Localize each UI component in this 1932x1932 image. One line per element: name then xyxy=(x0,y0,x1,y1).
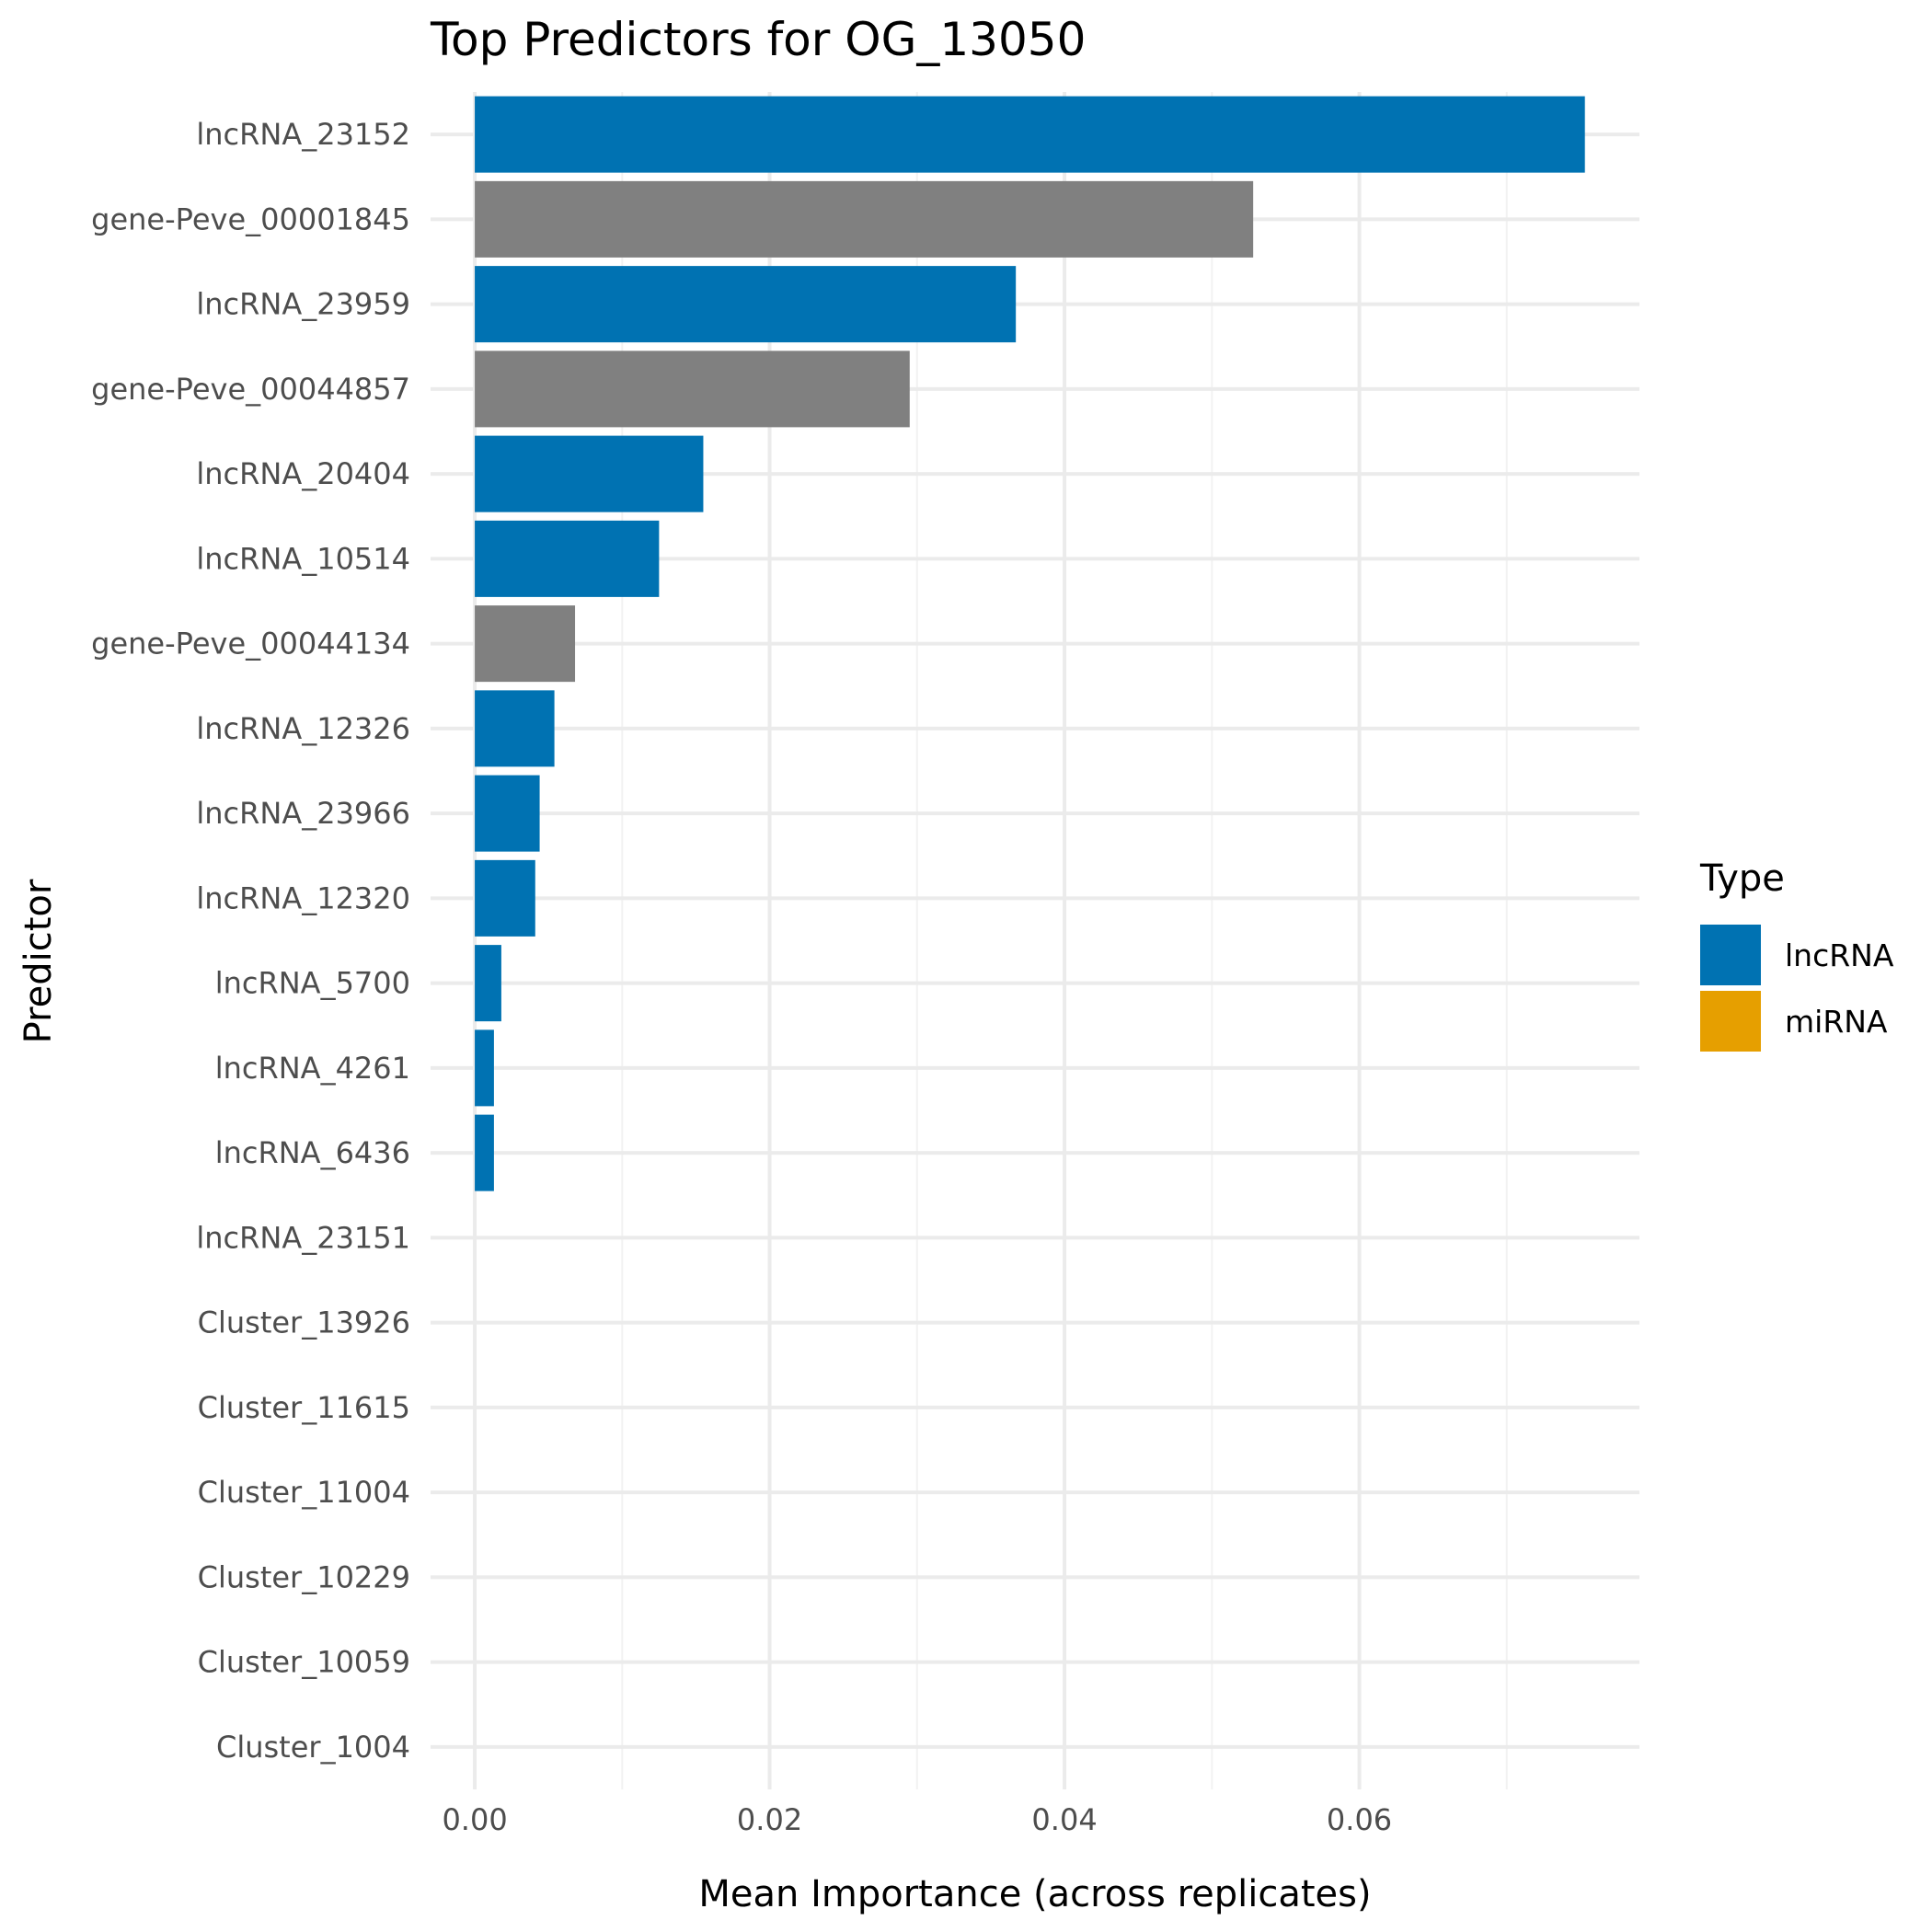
bar-gene-Peve_00001845 xyxy=(475,180,1254,258)
y-tick-label: gene-Peve_00044134 xyxy=(91,627,410,661)
y-tick-label: Cluster_1004 xyxy=(216,1730,410,1765)
bar-lncRNA_10514 xyxy=(475,520,660,597)
y-tick-label: Cluster_13926 xyxy=(198,1305,410,1340)
x-axis-title: Mean Importance (across replicates) xyxy=(698,1873,1371,1915)
legend-key-miRNA xyxy=(1700,991,1761,1052)
bar-lncRNA_4261 xyxy=(475,1029,494,1107)
y-tick-label: Cluster_11004 xyxy=(198,1475,410,1510)
bar-lncRNA_23152 xyxy=(475,96,1585,173)
y-tick-label: lncRNA_6436 xyxy=(215,1135,410,1170)
y-tick-label: lncRNA_23151 xyxy=(196,1220,410,1255)
y-tick-label: gene-Peve_00044857 xyxy=(91,372,410,407)
bars xyxy=(475,96,1585,1191)
y-tick-label: lncRNA_23152 xyxy=(196,117,410,152)
bar-lncRNA_6436 xyxy=(475,1114,494,1191)
legend-key-lncRNA xyxy=(1700,925,1761,985)
y-tick-label: Cluster_10229 xyxy=(198,1559,410,1594)
bar-lncRNA_12326 xyxy=(475,690,555,767)
chart-title: Top Predictors for OG_13050 xyxy=(430,13,1086,66)
x-tick-label: 0.06 xyxy=(1327,1802,1392,1837)
y-tick-label: lncRNA_12326 xyxy=(196,711,410,746)
grid xyxy=(431,92,1639,1789)
bar-lncRNA_5700 xyxy=(475,945,501,1022)
bar-lncRNA_23959 xyxy=(475,266,1017,343)
y-tick-label: lncRNA_12320 xyxy=(196,880,410,915)
legend-entries: lncRNA miRNA xyxy=(1700,925,1894,1052)
y-tick-label: lncRNA_23959 xyxy=(196,287,410,322)
y-tick-label: lncRNA_4261 xyxy=(215,1051,410,1086)
x-tick-label: 0.04 xyxy=(1031,1802,1097,1837)
bar-gene-Peve_00044857 xyxy=(475,351,910,428)
x-tick-label: 0.02 xyxy=(737,1802,802,1837)
y-tick-label: Cluster_10059 xyxy=(198,1645,410,1680)
bar-gene-Peve_00044134 xyxy=(475,605,576,683)
bar-lncRNA_23966 xyxy=(475,775,540,852)
bar-lncRNA_12320 xyxy=(475,859,535,937)
y-tick-label: lncRNA_10514 xyxy=(196,541,410,576)
bar-lncRNA_20404 xyxy=(475,435,704,512)
legend-title: Type xyxy=(1699,857,1785,900)
y-tick-label: Cluster_11615 xyxy=(198,1390,410,1425)
x-axis-ticks: 0.00 0.02 0.04 0.06 xyxy=(442,1802,1392,1837)
legend: Type lncRNA miRNA xyxy=(1699,857,1894,1052)
legend-label-miRNA: miRNA xyxy=(1785,1004,1888,1040)
x-tick-label: 0.00 xyxy=(442,1802,507,1837)
y-axis-ticks: lncRNA_23152 gene-Peve_00001845 lncRNA_239… xyxy=(91,117,410,1765)
y-tick-label: lncRNA_20404 xyxy=(196,456,410,491)
y-tick-label: lncRNA_23966 xyxy=(196,796,410,831)
legend-label-lncRNA: lncRNA xyxy=(1785,937,1894,973)
y-axis-title: Predictor xyxy=(17,879,60,1043)
y-tick-label: lncRNA_5700 xyxy=(215,966,410,1001)
y-tick-label: gene-Peve_00001845 xyxy=(91,201,410,236)
